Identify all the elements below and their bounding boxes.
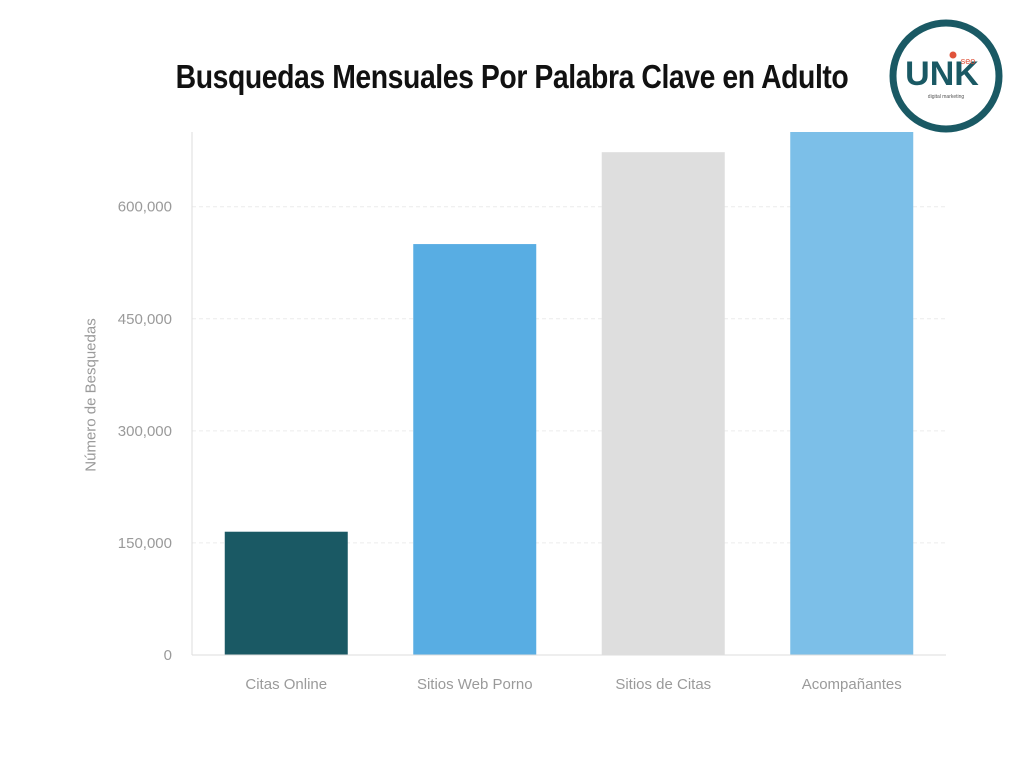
y-tick-label: 300,000 (118, 423, 172, 440)
unk-seo-logo: UNK seo digital marketing (888, 18, 1004, 134)
x-tick-label: Sitios de Citas (615, 676, 711, 693)
bars (224, 132, 914, 656)
y-tick-labels: 0 150,000 300,000 450,000 600,000 (118, 199, 172, 664)
bar (224, 531, 348, 655)
logo-tagline: digital marketing (928, 94, 965, 100)
y-tick-label: 600,000 (118, 199, 172, 216)
bar (601, 152, 725, 655)
x-tick-labels: Citas Online Sitios Web Porno Sitios de Ci… (245, 676, 901, 693)
y-tick-label: 0 (164, 647, 172, 664)
x-tick-label: Sitios Web Porno (417, 676, 533, 693)
y-tick-label: 150,000 (118, 535, 172, 552)
bar (790, 132, 914, 655)
x-tick-label: Acompañantes (802, 676, 902, 693)
logo-superscript: seo (961, 56, 976, 66)
y-tick-label: 450,000 (118, 311, 172, 328)
chart-title: Busquedas Mensuales Por Palabra Clave en… (175, 58, 849, 95)
logo-wordmark: UNK (905, 55, 979, 93)
logo-dot (949, 51, 957, 59)
x-tick-label: Citas Online (245, 676, 327, 693)
logo-graphic: UNK seo digital marketing (889, 19, 1003, 133)
logo-ring (889, 19, 1003, 133)
bar (413, 244, 537, 656)
